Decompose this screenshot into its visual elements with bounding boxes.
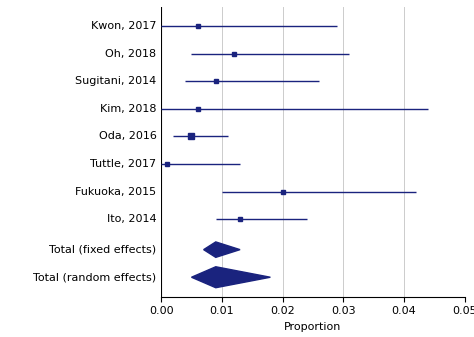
Text: Sugitani, 2014: Sugitani, 2014 <box>75 76 156 86</box>
Text: Tuttle, 2017: Tuttle, 2017 <box>91 159 156 169</box>
X-axis label: Proportion: Proportion <box>284 322 342 332</box>
Text: Oh, 2018: Oh, 2018 <box>106 49 156 59</box>
Text: Fukuoka, 2015: Fukuoka, 2015 <box>75 187 156 197</box>
Text: Kim, 2018: Kim, 2018 <box>100 104 156 114</box>
Text: Oda, 2016: Oda, 2016 <box>99 131 156 142</box>
Polygon shape <box>191 267 270 288</box>
Polygon shape <box>204 242 240 257</box>
Text: Kwon, 2017: Kwon, 2017 <box>91 21 156 31</box>
Text: Ito, 2014: Ito, 2014 <box>107 214 156 224</box>
Text: Total (random effects): Total (random effects) <box>34 272 156 282</box>
Text: Total (fixed effects): Total (fixed effects) <box>49 245 156 255</box>
